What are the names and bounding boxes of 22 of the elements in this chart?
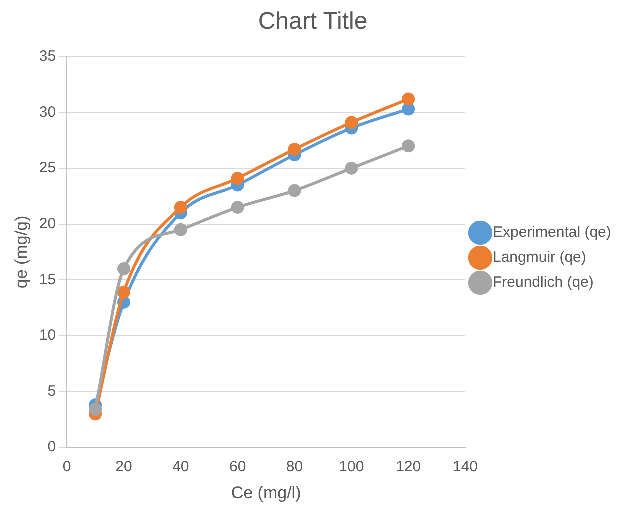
x-tick-label: 40 (172, 458, 190, 476)
legend-label: Freundlich (qe) (493, 274, 594, 292)
y-axis-title: qe (mg/g) (12, 216, 31, 289)
legend-label: Langmuir (qe) (493, 249, 586, 266)
y-tick-label: 15 (39, 271, 56, 288)
x-tick-label: 0 (62, 458, 72, 476)
y-tick-label: 30 (39, 104, 56, 121)
y-tick-label: 10 (39, 327, 56, 344)
x-tick-label: 100 (339, 458, 364, 476)
x-tick-label: 20 (116, 458, 132, 476)
x-tick-label: 60 (229, 458, 246, 476)
y-tick-label: 35 (39, 48, 56, 65)
legend-label: Experimental (qe) (493, 224, 612, 242)
x-axis-title: Ce (mg/l) (231, 483, 302, 502)
x-tick-label: 140 (452, 458, 478, 476)
y-tick-label: 0 (48, 438, 56, 456)
y-tick-label: 20 (39, 215, 56, 232)
y-tick-label: 5 (48, 382, 56, 400)
x-tick-label: 120 (396, 458, 422, 476)
chart-title: Chart Title (258, 8, 368, 36)
y-tick-label: 25 (39, 160, 56, 177)
x-tick-label: 80 (286, 458, 304, 476)
